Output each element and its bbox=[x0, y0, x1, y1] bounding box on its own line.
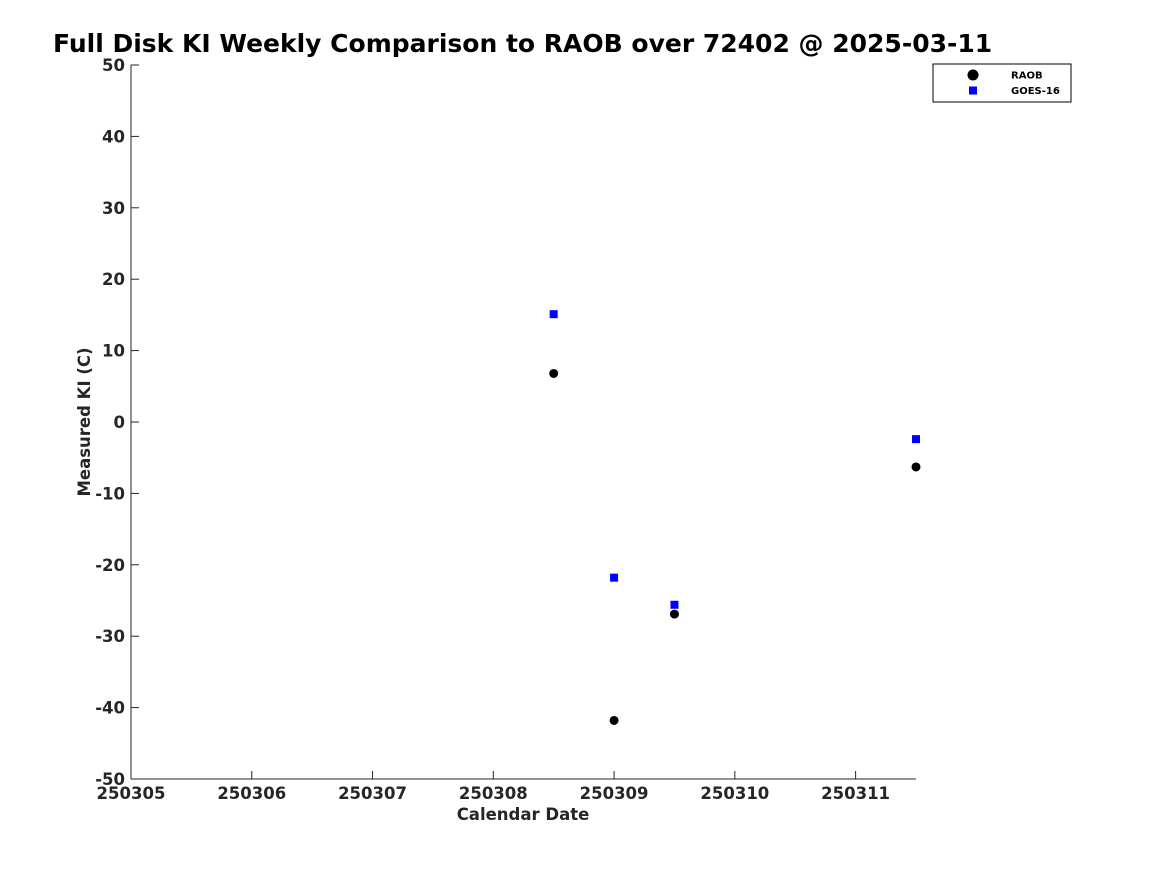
legend-marker-raob bbox=[967, 69, 979, 81]
legend: RAOB GOES-16 bbox=[932, 63, 1072, 103]
goes-16-point bbox=[549, 310, 558, 319]
y-tick-label: 10 bbox=[102, 342, 125, 361]
goes-16-point bbox=[912, 435, 920, 444]
plot-axes bbox=[130, 65, 916, 780]
x-tick-label: 250306 bbox=[217, 784, 286, 803]
x-tick-label: 250310 bbox=[700, 784, 769, 803]
goes-16-point bbox=[610, 573, 619, 582]
raob-point bbox=[609, 715, 619, 725]
y-tick-label: 30 bbox=[102, 199, 125, 218]
chart-title: Full Disk KI Weekly Comparison to RAOB o… bbox=[53, 29, 992, 58]
y-tick-label: 50 bbox=[102, 56, 125, 75]
y-axis-ticks: -50 -40 -30 -20 -10 0 10 20 30 40 50 bbox=[95, 56, 139, 789]
y-tick-label: 40 bbox=[102, 127, 125, 146]
legend-label-raob: RAOB bbox=[1011, 71, 1043, 82]
x-tick-label: 250307 bbox=[338, 784, 407, 803]
legend-box bbox=[932, 63, 1072, 103]
x-axis-label: Calendar Date bbox=[457, 805, 590, 824]
y-axis-label: Measured KI (C) bbox=[75, 347, 94, 496]
x-tick-label: 250309 bbox=[580, 784, 649, 803]
x-tick-label: 250311 bbox=[821, 784, 890, 803]
goes-16-point bbox=[670, 600, 679, 609]
y-tick-label: 20 bbox=[102, 270, 125, 289]
y-tick-label: -40 bbox=[95, 699, 125, 718]
x-tick-label: 250305 bbox=[97, 784, 166, 803]
x-axis-ticks: 250305 250306 250307 250308 250309 250310 2503… bbox=[97, 771, 890, 803]
y-tick-label: -30 bbox=[95, 627, 125, 646]
y-tick-label: -10 bbox=[95, 484, 125, 503]
raob-point bbox=[911, 462, 921, 472]
legend-label-goes-16: GOES-16 bbox=[1011, 86, 1060, 97]
legend-marker-goes-16 bbox=[969, 86, 977, 95]
y-tick-label: -20 bbox=[95, 556, 125, 575]
raob-point bbox=[549, 368, 559, 378]
raob-point bbox=[669, 609, 679, 619]
y-tick-label: 0 bbox=[114, 413, 125, 432]
x-tick-label: 250308 bbox=[459, 784, 528, 803]
y-tick-label: -50 bbox=[95, 770, 125, 789]
data-points bbox=[549, 310, 921, 725]
